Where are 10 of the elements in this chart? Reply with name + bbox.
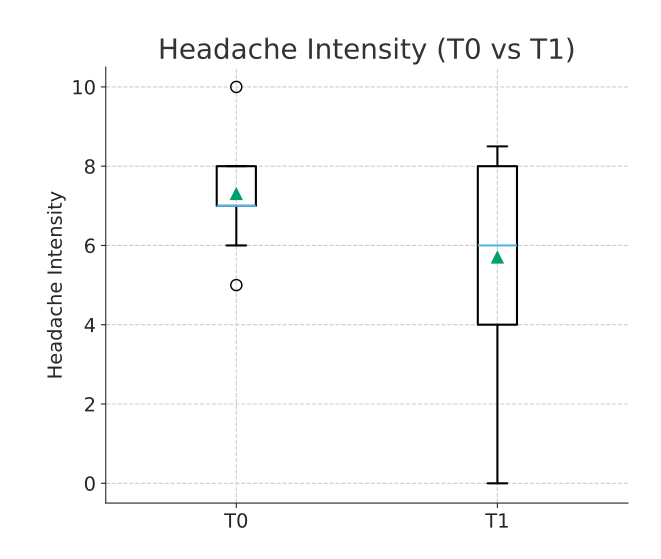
y-tick-label: 6	[85, 238, 95, 254]
y-tick-label: 8	[84, 159, 95, 174]
x-tick-label: T1	[485, 513, 508, 528]
y-tick-label: 0	[84, 476, 95, 491]
y-axis-title: Headache Intensity	[46, 191, 66, 378]
y-tick-label: 10	[73, 80, 95, 95]
x-tick-label: T0	[224, 513, 248, 528]
y-tick-label: 4	[84, 318, 95, 332]
chart-title: Headache Intensity (T0 vs T1)	[160, 38, 574, 65]
y-tick-label: 2	[85, 396, 94, 412]
